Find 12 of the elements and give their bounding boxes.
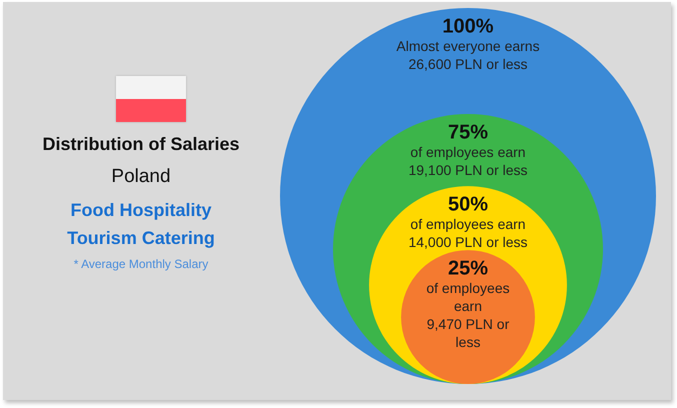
data-label: Almost everyone earns 26,600 PLN or less [396, 38, 540, 72]
text: Poland [110, 166, 172, 188]
category-label: 100% [442, 16, 494, 38]
category-label: 25% [448, 258, 488, 280]
category-label: 75% [448, 122, 488, 144]
text: * Average Monthly Salary [72, 257, 210, 271]
category-label: 50% [448, 194, 488, 216]
text: Food Hospitality Tourism Catering [66, 199, 216, 250]
text: Distribution of Salaries [41, 133, 241, 155]
data-label: of employees earn 9,470 PLN or less [426, 280, 510, 350]
data-label: of employees earn 14,000 PLN or less [408, 216, 528, 250]
data-label: of employees earn 19,100 PLN or less [408, 144, 528, 178]
